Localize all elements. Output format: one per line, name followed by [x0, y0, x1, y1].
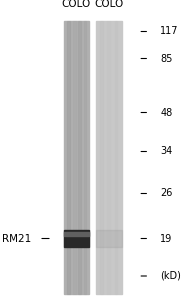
Bar — [78, 21, 81, 294]
Text: 26: 26 — [160, 188, 173, 199]
Bar — [64, 21, 89, 294]
Text: (kD): (kD) — [160, 271, 181, 281]
Text: 117: 117 — [160, 26, 179, 37]
Bar — [73, 21, 76, 294]
Bar — [115, 21, 117, 294]
Bar — [64, 232, 89, 236]
Bar — [100, 21, 103, 294]
Bar — [84, 21, 86, 294]
Bar — [64, 230, 89, 247]
Text: 85: 85 — [160, 53, 173, 64]
Text: 19: 19 — [160, 233, 172, 244]
Bar — [67, 21, 70, 294]
Text: RM21: RM21 — [2, 233, 31, 244]
Text: 48: 48 — [160, 107, 172, 118]
Bar — [96, 21, 122, 294]
Bar — [107, 21, 110, 294]
Bar — [96, 230, 122, 247]
Text: 34: 34 — [160, 146, 172, 157]
Text: COLO: COLO — [95, 0, 124, 9]
Text: COLO: COLO — [62, 0, 91, 9]
